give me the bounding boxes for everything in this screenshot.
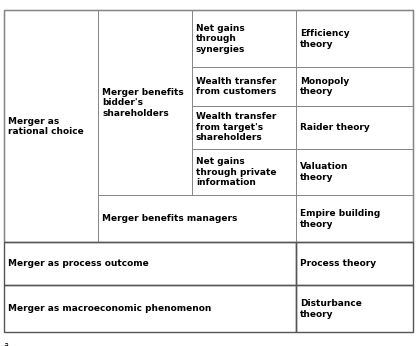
Bar [296,10,413,67]
Bar [98,10,192,195]
Text: Wealth transfer
from customers: Wealth transfer from customers [196,77,276,96]
Text: Net gains
through
synergies: Net gains through synergies [196,24,245,54]
Bar [4,285,296,332]
Bar [296,67,413,106]
Bar [4,242,296,285]
Bar [4,10,413,242]
Bar [296,149,413,195]
Bar [98,195,296,242]
Bar [296,106,413,149]
Text: Merger benefits
bidder's
shareholders: Merger benefits bidder's shareholders [102,88,184,118]
Bar [192,67,296,106]
Text: a: a [4,341,9,346]
Bar [4,10,98,242]
Bar [296,285,413,332]
Text: Disturbance
theory: Disturbance theory [300,299,362,319]
Bar [192,10,296,67]
Text: Merger as
rational choice: Merger as rational choice [8,117,84,136]
Bar [296,195,413,242]
Text: Wealth transfer
from target's
shareholders: Wealth transfer from target's shareholde… [196,112,276,142]
Text: Net gains
through private
information: Net gains through private information [196,157,276,187]
Text: Empire building
theory: Empire building theory [300,209,380,229]
Text: Monopoly
theory: Monopoly theory [300,77,349,96]
Bar [296,242,413,285]
Text: Merger benefits managers: Merger benefits managers [102,214,238,224]
Text: Valuation
theory: Valuation theory [300,162,349,182]
Bar [192,106,296,149]
Text: Process theory: Process theory [300,259,377,268]
Text: Raider theory: Raider theory [300,122,370,132]
Bar [192,149,296,195]
Text: Merger as process outcome: Merger as process outcome [8,259,149,268]
Text: Efficiency
theory: Efficiency theory [300,29,350,49]
Text: Merger as macroeconomic phenomenon: Merger as macroeconomic phenomenon [8,304,212,313]
